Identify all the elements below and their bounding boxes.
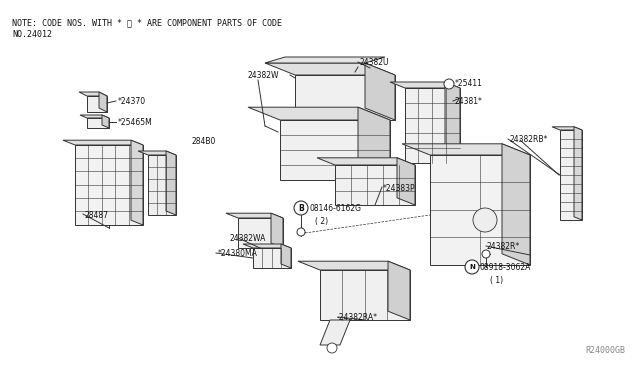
Text: 24382WA: 24382WA xyxy=(230,234,266,243)
Polygon shape xyxy=(430,155,530,265)
Polygon shape xyxy=(335,165,415,205)
Text: 24382W: 24382W xyxy=(248,71,280,80)
Circle shape xyxy=(297,228,305,236)
Polygon shape xyxy=(87,118,109,128)
Circle shape xyxy=(473,208,497,232)
Polygon shape xyxy=(243,244,291,248)
Polygon shape xyxy=(238,218,283,248)
Polygon shape xyxy=(99,92,107,112)
Polygon shape xyxy=(226,213,283,218)
Polygon shape xyxy=(248,107,390,120)
Text: 24382U: 24382U xyxy=(360,58,390,67)
Circle shape xyxy=(482,250,490,258)
Polygon shape xyxy=(320,320,350,345)
Polygon shape xyxy=(298,261,410,270)
Text: 28487: 28487 xyxy=(84,211,108,219)
Text: 24381*: 24381* xyxy=(455,96,483,106)
Polygon shape xyxy=(402,144,530,155)
Text: 08146-6162G: 08146-6162G xyxy=(310,203,362,212)
Polygon shape xyxy=(166,151,176,215)
Text: NO.24012: NO.24012 xyxy=(12,30,52,39)
Polygon shape xyxy=(358,107,390,180)
Polygon shape xyxy=(502,144,530,265)
Text: ( 2): ( 2) xyxy=(315,217,328,225)
Text: 08918-3062A: 08918-3062A xyxy=(480,263,531,272)
Polygon shape xyxy=(405,88,460,163)
Polygon shape xyxy=(445,82,460,163)
Text: *24370: *24370 xyxy=(118,96,146,106)
Text: *25411: *25411 xyxy=(455,78,483,87)
Text: 24382R*: 24382R* xyxy=(487,241,520,250)
Polygon shape xyxy=(390,82,460,88)
Polygon shape xyxy=(131,140,143,225)
Polygon shape xyxy=(102,115,109,128)
Polygon shape xyxy=(388,261,410,320)
Polygon shape xyxy=(87,96,107,112)
Polygon shape xyxy=(265,63,395,75)
Polygon shape xyxy=(281,244,291,268)
Text: B: B xyxy=(298,203,304,212)
Circle shape xyxy=(327,343,337,353)
Polygon shape xyxy=(574,127,582,220)
Text: N: N xyxy=(469,264,475,270)
Text: 284B0: 284B0 xyxy=(192,137,216,145)
Text: NOTE: CODE NOS. WITH * ※ * ARE COMPONENT PARTS OF CODE: NOTE: CODE NOS. WITH * ※ * ARE COMPONENT… xyxy=(12,18,282,27)
Polygon shape xyxy=(148,155,176,215)
Polygon shape xyxy=(138,151,176,155)
Polygon shape xyxy=(63,140,143,145)
Polygon shape xyxy=(265,57,385,63)
Text: ( 1): ( 1) xyxy=(490,276,503,285)
Polygon shape xyxy=(317,158,415,165)
Polygon shape xyxy=(320,270,410,320)
Polygon shape xyxy=(79,92,107,96)
Text: *24383P: *24383P xyxy=(383,183,415,192)
Polygon shape xyxy=(280,120,390,180)
Polygon shape xyxy=(80,115,109,118)
Polygon shape xyxy=(295,75,395,120)
Circle shape xyxy=(465,260,479,274)
Polygon shape xyxy=(552,127,582,130)
Circle shape xyxy=(294,201,308,215)
Circle shape xyxy=(444,79,454,89)
Text: R24000GB: R24000GB xyxy=(585,346,625,355)
Polygon shape xyxy=(365,63,395,120)
Polygon shape xyxy=(560,130,582,220)
Polygon shape xyxy=(75,145,143,225)
Text: *24380MA: *24380MA xyxy=(218,248,258,257)
Text: -24382RA*: -24382RA* xyxy=(337,312,378,321)
Polygon shape xyxy=(397,158,415,205)
Polygon shape xyxy=(253,248,291,268)
Text: *25465M: *25465M xyxy=(118,118,153,126)
Polygon shape xyxy=(271,213,283,248)
Text: 24382RB*: 24382RB* xyxy=(510,135,548,144)
